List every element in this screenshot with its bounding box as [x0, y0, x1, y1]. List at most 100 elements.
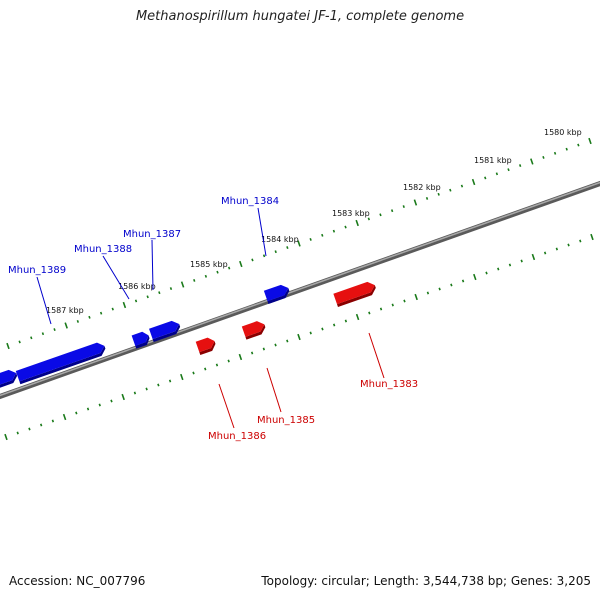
outer-scale-tick	[437, 192, 440, 196]
inner-scale-tick	[145, 387, 148, 391]
outer-scale-tick	[449, 188, 452, 192]
outer-scale-tick	[390, 209, 394, 213]
genome-summary: Topology: circular; Length: 3,544,738 bp…	[261, 574, 591, 588]
inner-scale-tick	[555, 247, 559, 251]
outer-scale-tick	[286, 246, 289, 250]
gene-arrow-mhun_1389	[15, 342, 105, 382]
genome-backbone	[0, 180, 600, 400]
gene-arrow-mhun_1386-shadow	[199, 341, 216, 355]
outer-scale-tick	[309, 237, 312, 241]
scale-label: 1580 kbp	[544, 128, 582, 137]
gene-label-mhun_1384: Mhun_1384	[221, 196, 279, 207]
outer-scale-tick	[122, 301, 127, 309]
gene-label-mhun_1389: Mhun_1389	[8, 265, 66, 276]
gene-arrow-mhun_1384	[263, 284, 289, 302]
inner-scale-tick	[332, 323, 336, 327]
outer-scale-tick	[542, 155, 545, 159]
inner-scale-tick	[355, 313, 360, 321]
inner-scale-tick	[450, 283, 453, 287]
outer-scale-tick	[332, 229, 336, 233]
outer-scale-tick	[274, 250, 277, 254]
outer-scale-tick	[460, 184, 464, 188]
outer-scale-tick	[471, 178, 476, 186]
scale-label: 1583 kbp	[332, 209, 370, 218]
outer-scale-tick	[227, 266, 231, 270]
gene-arrow-mhun_1388	[131, 331, 149, 346]
gene-arrow-mhun_1385-shadow	[245, 324, 266, 340]
inner-scale-tick	[62, 413, 67, 421]
gene-label-mhun_1388: Mhun_1388	[74, 244, 132, 255]
outer-scale-tick	[99, 311, 103, 315]
inner-scale-tick	[520, 259, 523, 263]
outer-scale-tick	[251, 258, 254, 262]
inner-scale-tick	[403, 299, 406, 303]
outer-scale-tick	[193, 278, 196, 282]
outer-scale-tick	[53, 328, 56, 332]
inner-scale-tick	[16, 431, 19, 435]
scale-label: 1586 kbp	[118, 282, 156, 291]
inner-scale-tick	[262, 347, 266, 351]
outer-scale-tick	[425, 196, 429, 200]
inner-scale-tick	[368, 311, 371, 315]
outer-scale-tick	[216, 270, 219, 274]
inner-scale-tick	[110, 399, 113, 403]
inner-scale-tick	[391, 303, 394, 307]
inner-scale-tick	[567, 243, 570, 247]
outer-scale-tick	[379, 213, 382, 217]
gene-arrow-mhun_1389-shadow	[19, 345, 106, 385]
outer-scale-tick	[146, 295, 149, 299]
outer-scale-tick	[588, 137, 592, 145]
inner-scale-tick	[379, 307, 383, 311]
scale-label: 1585 kbp	[190, 260, 228, 269]
inner-scale-tick	[133, 391, 137, 395]
inner-scale-tick	[473, 273, 477, 281]
inner-scale-tick	[485, 271, 488, 275]
gene-leader-line	[266, 367, 282, 413]
gene-arrow-mhun_1388-shadow	[135, 335, 150, 349]
inner-scale-tick	[28, 427, 31, 431]
gene-arrow-partial-shadow	[0, 373, 18, 388]
outer-scale-tick	[134, 299, 138, 303]
outer-scale-tick	[507, 168, 510, 172]
gene-arrow-mhun_1386	[195, 337, 215, 353]
inner-scale-tick	[321, 327, 324, 331]
gene-leader-line	[151, 239, 154, 291]
gene-leader-line	[102, 255, 130, 300]
inner-scale-tick	[579, 239, 582, 243]
outer-scale-tick	[413, 199, 418, 206]
gene-leader-line	[257, 207, 267, 257]
outer-scale-tick	[297, 240, 301, 247]
gene-arrow-mhun_1383	[333, 281, 375, 305]
outer-scale-tick	[41, 332, 45, 336]
gene-arrow-mhun_1385	[241, 321, 265, 337]
outer-scale-tick	[530, 158, 534, 165]
inner-scale-tick	[204, 367, 207, 371]
inner-scale-tick	[508, 263, 512, 267]
gene-arrow-partial	[0, 369, 17, 385]
outer-scale-tick	[577, 143, 580, 147]
inner-scale-tick	[543, 251, 547, 255]
outer-scale-tick	[262, 254, 266, 258]
outer-scale-tick	[367, 217, 371, 221]
outer-scale-tick	[321, 233, 324, 237]
gene-leader-line	[36, 276, 52, 325]
outer-scale-tick	[18, 340, 21, 344]
outer-scale-tick	[484, 176, 487, 180]
inner-scale-tick	[227, 359, 230, 363]
gene-label-mhun_1385: Mhun_1385	[257, 415, 315, 426]
outer-scale-tick	[158, 291, 161, 295]
inner-scale-tick	[51, 419, 55, 423]
inner-scale-tick	[344, 319, 348, 323]
scale-label: 1581 kbp	[474, 156, 512, 165]
gene-arrow-mhun_1383-shadow	[336, 285, 376, 307]
gene-label-mhun_1387: Mhun_1387	[123, 229, 181, 240]
outer-scale-tick	[402, 205, 405, 209]
gene-label-mhun_1386: Mhun_1386	[208, 431, 266, 442]
inner-scale-tick	[497, 267, 500, 271]
gene-arrow-mhun_1387	[149, 320, 180, 340]
gene-leader-line	[218, 383, 235, 429]
outer-scale-tick	[180, 281, 185, 288]
outer-scale-tick	[204, 274, 208, 278]
outer-scale-tick	[76, 319, 80, 323]
